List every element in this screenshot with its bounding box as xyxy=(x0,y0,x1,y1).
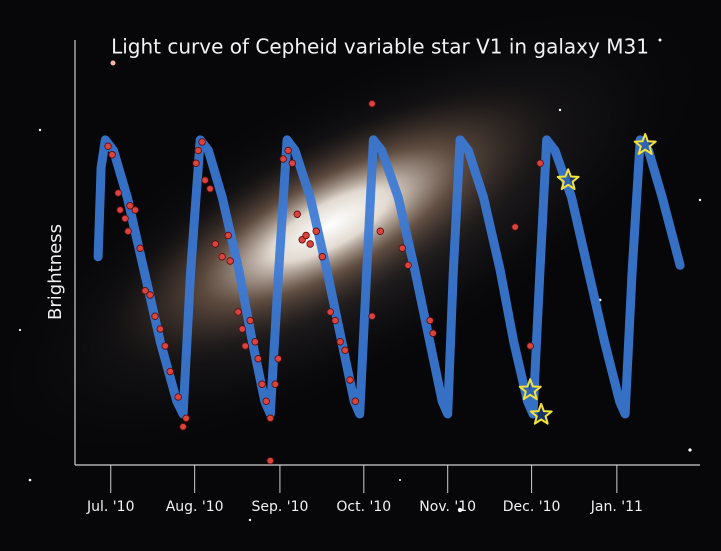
observation-dot xyxy=(117,207,124,214)
observation-dot xyxy=(332,317,339,324)
observation-dot xyxy=(527,343,534,350)
x-tick-label: Nov. '10 xyxy=(419,499,476,515)
observation-dot xyxy=(369,100,376,107)
observation-dot xyxy=(193,160,200,167)
x-tick-label: Dec. '10 xyxy=(503,499,561,515)
observation-dot xyxy=(307,241,314,248)
observation-dot xyxy=(294,211,301,218)
observation-dot xyxy=(280,156,287,163)
observation-dot xyxy=(225,232,232,239)
x-tick-label: Jan. '11 xyxy=(590,499,643,515)
observation-dot xyxy=(152,313,159,320)
observation-dot xyxy=(342,347,349,354)
observation-dot xyxy=(313,228,320,235)
observation-dot xyxy=(399,245,406,252)
observation-dot xyxy=(167,368,174,375)
observation-dot xyxy=(405,262,412,269)
observation-dot xyxy=(275,355,282,362)
observation-dot xyxy=(285,147,292,154)
observation-dot xyxy=(239,326,246,333)
observation-dot xyxy=(235,309,242,316)
observation-dot xyxy=(512,224,519,231)
observation-dot xyxy=(125,228,132,235)
observation-dot xyxy=(259,381,266,388)
observation-dot xyxy=(427,317,434,324)
observation-dot xyxy=(162,343,169,350)
observation-dot xyxy=(219,253,226,260)
observation-dot xyxy=(207,185,214,192)
observation-dot xyxy=(202,177,209,184)
observation-dot xyxy=(369,313,376,320)
observation-dot xyxy=(272,381,279,388)
observation-dot xyxy=(255,355,262,362)
observation-dot xyxy=(180,423,187,430)
observation-dot xyxy=(252,338,259,345)
observation-dot xyxy=(199,139,206,146)
observation-dot xyxy=(267,415,274,422)
observation-dot xyxy=(212,241,219,248)
observation-dot xyxy=(327,309,334,316)
observation-dot xyxy=(109,151,116,158)
y-axis-label: Brightness xyxy=(45,224,66,320)
observation-dot xyxy=(122,215,129,222)
observation-dot xyxy=(303,232,310,239)
chart-title: Light curve of Cepheid variable star V1 … xyxy=(111,35,649,59)
observation-dot xyxy=(352,398,359,405)
observation-dot xyxy=(195,147,202,154)
observation-dot xyxy=(289,160,296,167)
observation-dot xyxy=(242,343,249,350)
observation-dot xyxy=(537,160,544,167)
chart: Light curve of Cepheid variable star V1 … xyxy=(0,0,721,551)
observation-dot xyxy=(337,338,344,345)
observation-dot xyxy=(105,143,112,150)
observation-dot xyxy=(115,190,122,197)
observation-dot xyxy=(183,415,190,422)
x-tick-label: Jul. '10 xyxy=(86,499,134,515)
observation-dot xyxy=(267,457,274,464)
observation-dot xyxy=(157,326,164,333)
observation-dot xyxy=(175,394,182,401)
observation-dot xyxy=(227,258,234,265)
observation-dot xyxy=(347,377,354,384)
observation-dot xyxy=(430,330,437,337)
observation-dot xyxy=(132,207,139,214)
observation-dot xyxy=(137,245,144,252)
observation-dot xyxy=(263,398,270,405)
observation-dot xyxy=(247,317,254,324)
observation-dot xyxy=(377,228,384,235)
observation-dot xyxy=(147,292,154,299)
x-tick-label: Sep. '10 xyxy=(251,499,308,515)
observation-dot xyxy=(319,253,326,260)
x-tick-label: Aug. '10 xyxy=(166,499,224,515)
page: {"chart_data": { "type": "line", "title"… xyxy=(0,0,721,551)
x-tick-label: Oct. '10 xyxy=(336,499,391,515)
